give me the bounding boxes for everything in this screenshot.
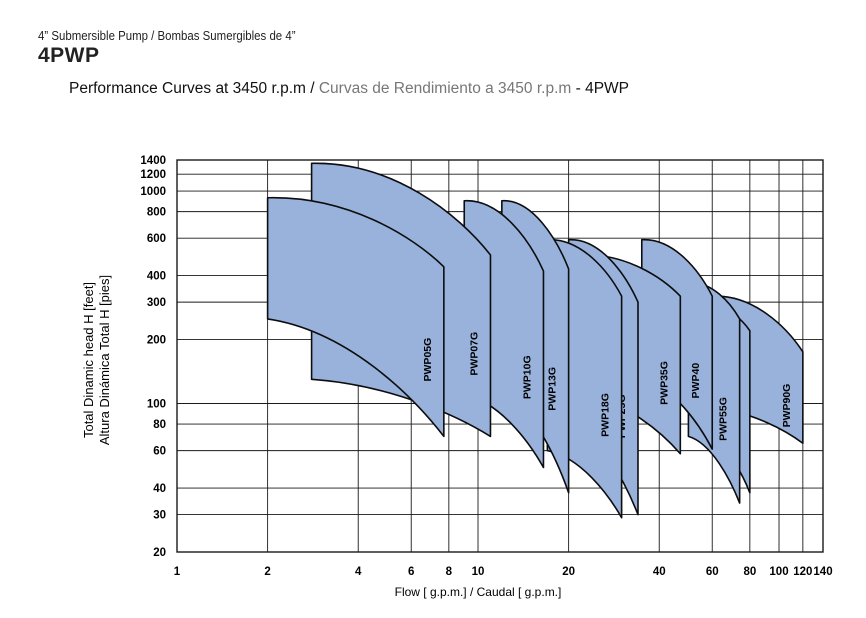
y-tick-label: 200 [147, 335, 166, 347]
title-es: Curvas de Rendimiento a 3450 r.p.m [318, 80, 572, 97]
curve-label: PWP55G [718, 397, 730, 441]
x-tick-label: 20 [562, 566, 575, 578]
plot-frame [176, 159, 824, 553]
title-separator: / [305, 80, 319, 97]
y-tick-label: 80 [153, 419, 166, 431]
curve-band [266, 196, 445, 438]
y-tick-label: 20 [153, 547, 166, 559]
y-tick-label: 1400 [140, 155, 166, 167]
y-tick-label: 30 [153, 510, 166, 522]
tick-layer: 1 2 4 6 8 10 20 40 60 80 100 120 140 20 30 40 60 80 100 200… [140, 155, 832, 578]
x-tick-label: 120 [793, 566, 812, 578]
y-tick-label: 100 [147, 399, 166, 411]
curve-label: PWP10G [521, 355, 533, 399]
y-tick-label: 800 [147, 207, 166, 219]
x-tick-label: 2 [264, 566, 270, 578]
curve-label: PWP07G [468, 332, 480, 376]
y-tick-label: 40 [153, 483, 166, 495]
curve-label: PWP18G [600, 393, 612, 437]
y-tick-label: 600 [147, 233, 166, 245]
curve-label: PWP35G [658, 361, 670, 405]
y-axis-label-secondary: Altura Dinámica Total H [pies] [97, 275, 112, 445]
x-axis-label: Flow [ g.p.m.] / Caudal [ g.p.m.] [395, 585, 562, 599]
x-tick-label: 10 [472, 566, 485, 578]
y-axis-label: Total Dinamic head H [feet] [81, 282, 96, 438]
curve-label: PWP05G [422, 338, 434, 382]
x-tick-label: 100 [769, 566, 788, 578]
title-en: Performance Curves at 3450 r.p.m [69, 80, 306, 97]
x-tick-label: 140 [813, 566, 832, 578]
x-tick-label: 6 [408, 566, 414, 578]
y-tick-label: 1200 [140, 169, 166, 181]
x-tick-label: 1 [174, 566, 181, 578]
x-tick-label: 4 [355, 566, 362, 578]
x-tick-label: 80 [743, 566, 756, 578]
curve-layer: PWP90GPWP60GPWP55GPWP40PWP35GPWP25GPWP18… [266, 162, 804, 519]
chart-title: Performance Curves at 3450 r.p.m / Curva… [69, 80, 629, 98]
model-title: 4PWP [38, 44, 100, 67]
curve-label: PWP90G [781, 384, 793, 428]
y-tick-label: 300 [147, 297, 166, 309]
curve-label: PWP40 [690, 363, 702, 399]
y-tick-label: 400 [147, 271, 166, 283]
curve-label: PWP13G [547, 367, 559, 411]
x-tick-label: 40 [653, 566, 666, 578]
x-tick-label: 60 [706, 566, 719, 578]
y-tick-label: 1000 [140, 186, 166, 198]
x-tick-label: 8 [446, 566, 453, 578]
title-suffix: - 4PWP [571, 80, 629, 97]
y-tick-label: 60 [153, 446, 166, 458]
curve-pwp05g: PWP05G [266, 196, 445, 438]
subtitle: 4” Submersible Pump / Bombas Sumergibles… [38, 28, 296, 43]
